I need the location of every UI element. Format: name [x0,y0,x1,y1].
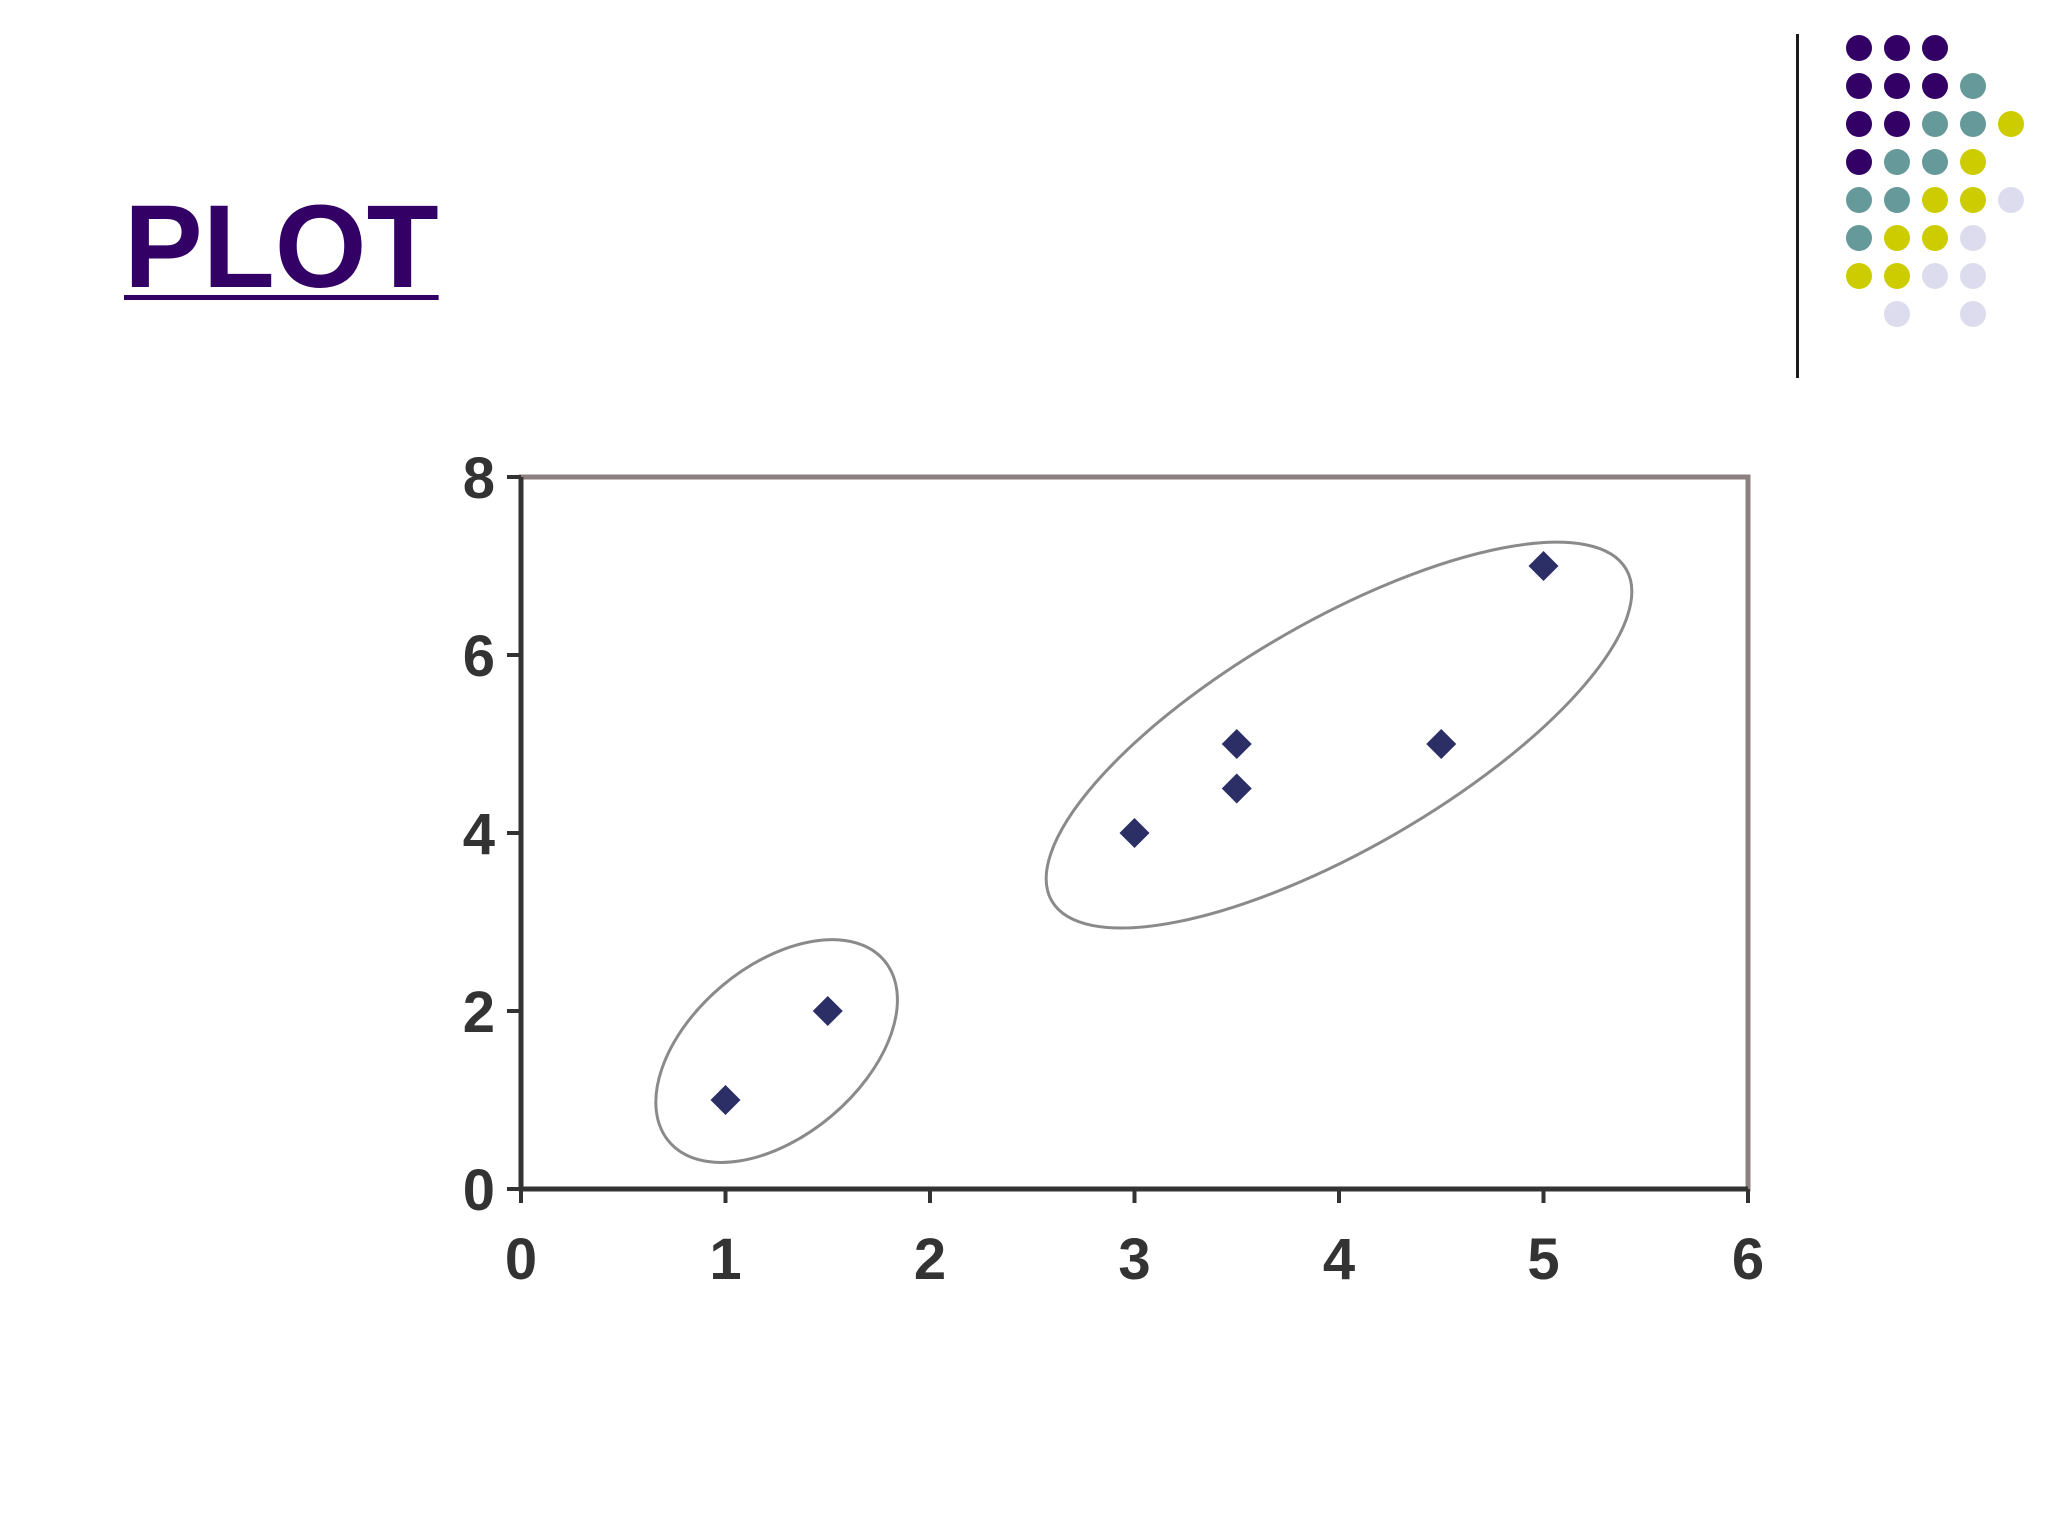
point-layer [710,551,1559,1115]
y-tick-label: 2 [463,980,495,1045]
x-tick-label: 6 [1732,1227,1764,1292]
y-tick-label: 4 [463,802,495,867]
header-divider-line [1796,34,1799,378]
y-tick-label: 8 [463,446,495,511]
data-point [812,996,843,1026]
cluster-layer [654,540,1634,1164]
x-tick-label: 0 [505,1227,537,1292]
x-tick-label: 1 [709,1227,741,1292]
data-point [1426,729,1457,759]
data-point [1221,773,1252,804]
tick-layer: 0 1 2 3 4 5 6 0 2 4 6 8 [463,446,1764,1292]
y-tick-label: 0 [463,1158,495,1223]
x-tick-label: 4 [1323,1227,1355,1292]
x-tick-label: 2 [914,1227,946,1292]
data-point [1119,818,1150,848]
slide-title: PLOT [124,181,439,313]
data-point [710,1085,741,1115]
cluster-ellipse [1044,540,1634,930]
data-point [1221,729,1252,759]
data-point [1528,551,1559,581]
x-tick-label: 3 [1118,1227,1150,1292]
cluster-ellipse [654,938,899,1164]
y-tick-label: 6 [463,624,495,689]
x-tick-label: 5 [1527,1227,1559,1292]
